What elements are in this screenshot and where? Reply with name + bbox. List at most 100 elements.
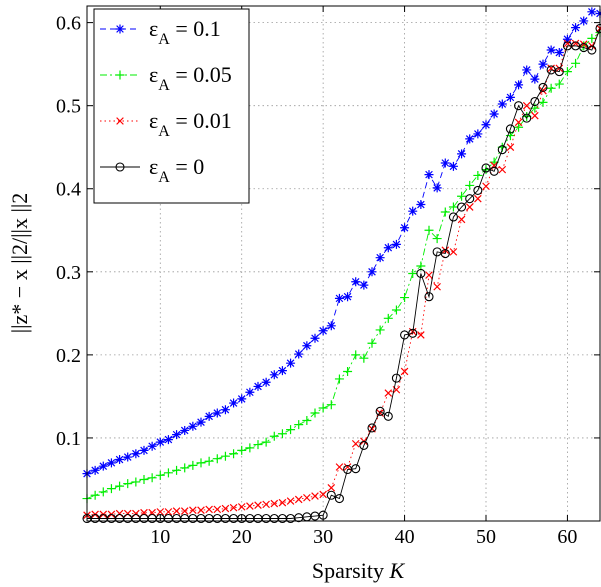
data-point — [155, 437, 165, 447]
data-point — [123, 509, 132, 518]
data-point — [531, 111, 539, 120]
legend-entry: εA = 0 — [100, 154, 204, 186]
data-point — [90, 490, 100, 500]
data-point — [311, 492, 319, 500]
data-point — [132, 509, 140, 518]
data-point — [204, 456, 214, 466]
data-point — [212, 408, 222, 418]
data-point — [562, 34, 572, 44]
data-point — [530, 74, 540, 84]
series-line — [86, 32, 601, 499]
data-point — [343, 292, 353, 302]
data-point — [188, 421, 198, 431]
data-point — [303, 493, 311, 502]
data-point — [457, 215, 466, 224]
data-point — [474, 194, 482, 203]
x-axis-label-text: Sparsity — [312, 558, 384, 583]
data-point — [505, 92, 515, 102]
data-point — [254, 501, 262, 510]
data-point — [123, 452, 133, 462]
data-point — [432, 234, 442, 244]
data-point — [473, 129, 483, 139]
data-point — [367, 267, 377, 277]
data-point — [538, 82, 548, 92]
data-point — [408, 328, 418, 338]
data-point — [416, 200, 426, 210]
data-point — [246, 502, 254, 510]
data-point — [497, 145, 507, 155]
data-point — [106, 458, 116, 468]
data-point — [147, 473, 157, 483]
data-point — [473, 170, 483, 180]
x-tick-label: 50 — [476, 526, 496, 548]
data-point — [220, 405, 230, 415]
data-point — [498, 165, 507, 174]
data-point — [538, 59, 548, 69]
data-point — [220, 451, 230, 461]
data-point — [579, 40, 588, 49]
data-point — [163, 468, 173, 478]
data-point — [391, 239, 401, 249]
legend-label: εA = 0 — [149, 154, 204, 186]
data-point — [400, 367, 409, 376]
data-point — [204, 411, 214, 421]
data-point — [562, 67, 572, 77]
data-point — [375, 253, 385, 263]
legend-entry: εA = 0.05 — [100, 62, 232, 94]
data-point — [441, 246, 450, 255]
data-point — [277, 366, 287, 376]
data-point — [539, 86, 547, 95]
data-point — [522, 111, 532, 121]
data-point — [261, 437, 271, 447]
data-point — [326, 321, 336, 331]
data-point — [318, 326, 328, 336]
data-point — [375, 406, 385, 416]
y-tick-label: 0.5 — [56, 96, 81, 118]
data-point — [156, 508, 165, 516]
y-tick-label: 0.1 — [56, 428, 81, 450]
y-tick-label: 0.6 — [56, 13, 81, 35]
data-point — [448, 161, 458, 171]
series-line — [86, 11, 601, 475]
data-point — [391, 305, 401, 315]
data-point — [115, 481, 125, 491]
data-point — [98, 487, 108, 497]
data-point — [229, 503, 238, 512]
legend-marker — [115, 70, 125, 80]
data-point — [546, 83, 556, 93]
data-point — [212, 454, 222, 464]
data-point — [237, 394, 247, 404]
data-point — [334, 293, 344, 303]
data-point — [196, 458, 206, 468]
data-point — [334, 374, 344, 384]
data-point — [448, 202, 458, 212]
data-point — [440, 248, 450, 259]
data-point — [326, 400, 336, 410]
x-tick-label: 30 — [313, 526, 333, 548]
data-point — [172, 430, 182, 440]
data-point — [277, 429, 287, 439]
data-point — [180, 425, 190, 435]
data-point — [245, 387, 255, 397]
data-point — [554, 67, 564, 77]
data-point — [514, 80, 524, 90]
data-point — [359, 280, 369, 290]
data-point — [318, 403, 328, 413]
data-point — [433, 282, 441, 291]
data-point — [554, 48, 564, 58]
data-point — [163, 435, 173, 445]
data-point — [465, 134, 475, 144]
data-point — [269, 370, 279, 380]
data-point — [196, 417, 206, 427]
data-point — [221, 504, 230, 513]
data-point — [506, 143, 515, 152]
data-point — [147, 441, 157, 451]
data-point — [245, 443, 255, 453]
data-point — [294, 349, 304, 359]
data-point — [327, 483, 336, 492]
data-point — [302, 415, 312, 425]
data-point — [261, 377, 271, 387]
data-point — [457, 202, 467, 212]
data-point — [555, 64, 564, 73]
